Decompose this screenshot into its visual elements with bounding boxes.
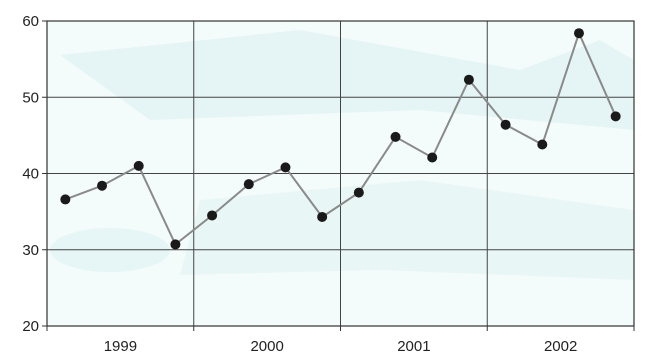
data-point: [317, 211, 328, 222]
data-point: [610, 111, 621, 122]
data-point: [207, 210, 218, 221]
data-point: [537, 139, 548, 150]
data-point: [500, 119, 511, 130]
watermark-shape: [180, 180, 634, 280]
plot-frame: [42, 20, 635, 331]
x-tick-label: 2000: [250, 338, 283, 355]
data-points: [60, 28, 621, 250]
data-point: [243, 179, 254, 190]
y-tick-label: 30: [22, 242, 39, 259]
data-point: [353, 187, 364, 198]
data-point: [427, 152, 438, 163]
x-tick-label: 1999: [104, 338, 137, 355]
series-polyline: [64, 30, 617, 246]
y-tick-label: 50: [22, 89, 39, 106]
x-tick-label: 2002: [544, 338, 577, 355]
data-point: [60, 194, 71, 205]
data-point: [133, 160, 144, 171]
data-point: [573, 28, 584, 39]
x-axis-tick-labels: 19992000200120022003: [104, 338, 578, 355]
y-axis-tick-labels: 20 30 40 50 60: [22, 13, 39, 335]
data-point: [97, 180, 108, 191]
data-point: [390, 131, 401, 142]
series-line: [64, 30, 617, 246]
y-tick-label: 40: [22, 166, 39, 183]
data-point: [280, 162, 291, 173]
x-tick-label: 2001: [397, 338, 430, 355]
data-point: [463, 74, 474, 85]
y-tick-label: 60: [22, 13, 39, 30]
data-point: [170, 239, 181, 250]
y-tick-label: 20: [22, 318, 39, 335]
